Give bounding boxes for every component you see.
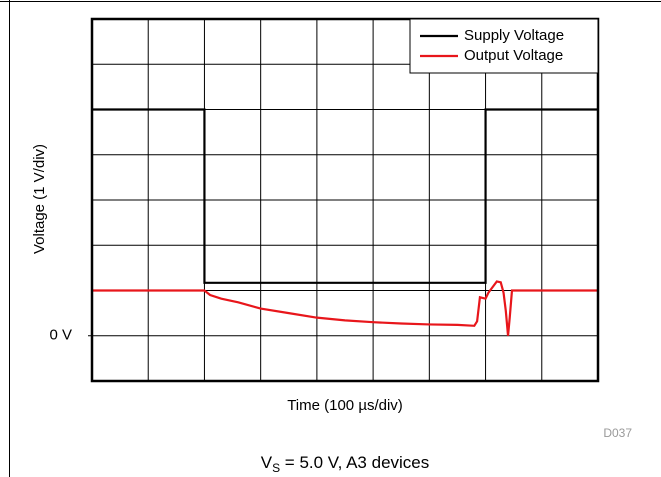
caption: VS = 5.0 V, A3 devices	[261, 453, 430, 475]
y-axis-label: Voltage (1 V/div)	[31, 144, 48, 254]
figure-id: D037	[603, 426, 632, 440]
series-line	[92, 108, 598, 284]
caption-rest: = 5.0 V, A3 devices	[280, 453, 429, 472]
y-tick-label: 0 V	[49, 327, 72, 344]
legend-box	[409, 18, 599, 74]
caption-sub: S	[272, 461, 280, 475]
series-line	[92, 280, 598, 336]
caption-main: V	[261, 453, 273, 472]
legend-label: Output Voltage	[464, 47, 563, 64]
legend: Supply Voltage Output Voltage	[409, 18, 599, 74]
x-axis-label: Time (100 µs/div)	[287, 397, 403, 414]
plot-frame	[90, 17, 600, 383]
legend-label: Supply Voltage	[464, 27, 564, 44]
